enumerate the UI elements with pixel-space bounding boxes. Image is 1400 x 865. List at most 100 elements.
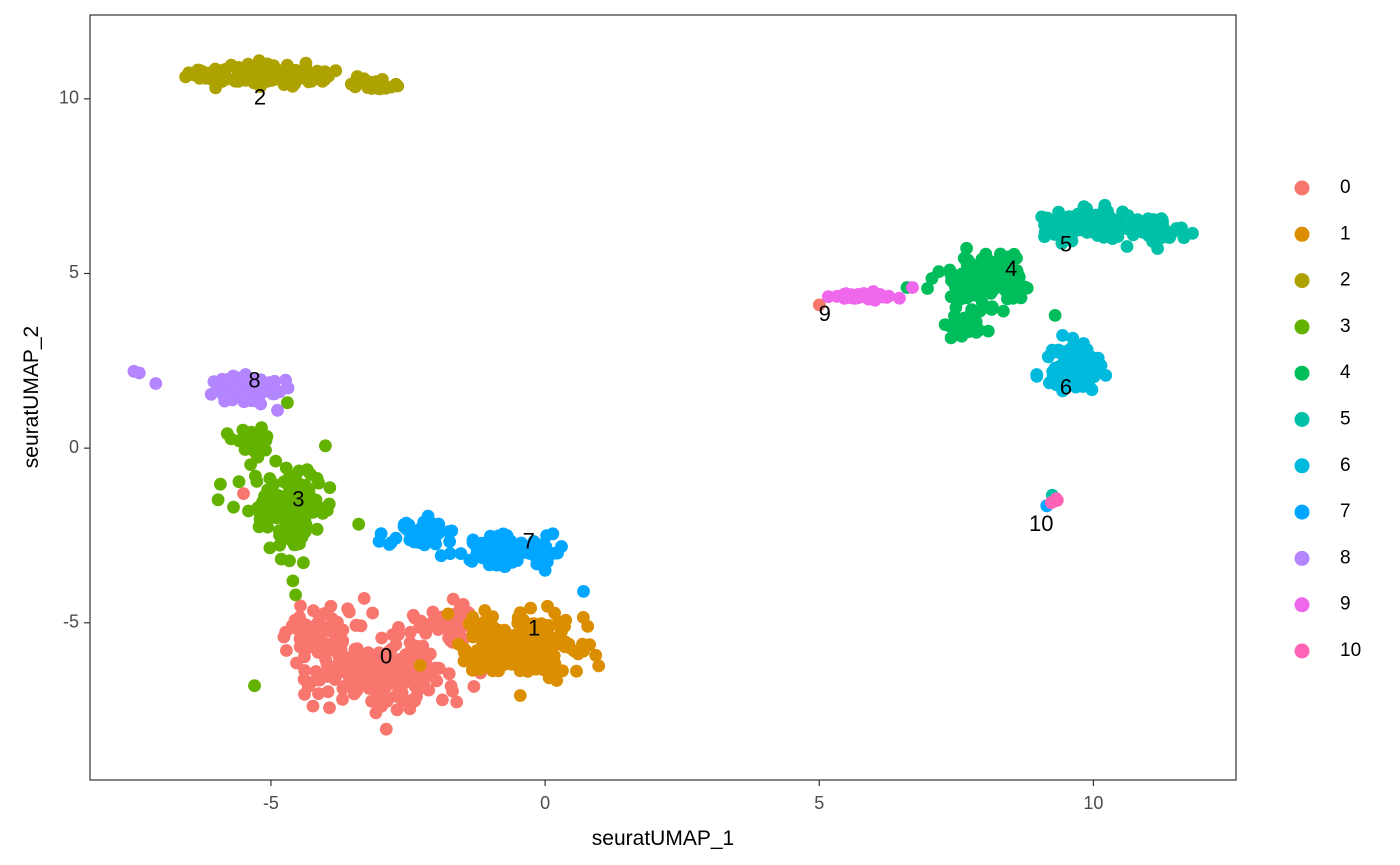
point-cluster-4 xyxy=(997,304,1010,318)
point-cluster-6 xyxy=(1099,369,1113,382)
point-cluster-3 xyxy=(286,574,300,588)
point-cluster-8 xyxy=(149,377,163,390)
point-cluster-7 xyxy=(483,529,497,543)
point-cluster-0 xyxy=(350,658,364,672)
point-cluster-9 xyxy=(906,281,919,294)
point-cluster-9 xyxy=(893,291,906,305)
point-cluster-1 xyxy=(592,659,606,673)
series-10-points xyxy=(1044,492,1064,510)
point-cluster-3 xyxy=(249,469,262,483)
legend-item-7: 7 xyxy=(1294,501,1351,522)
point-cluster-0 xyxy=(277,630,291,644)
y-axis-title: seuratUMAP_2 xyxy=(20,326,43,468)
series-2-points xyxy=(179,54,405,96)
legend-item-10: 10 xyxy=(1294,640,1361,661)
point-cluster-1 xyxy=(570,664,583,678)
point-cluster-4 xyxy=(921,282,934,295)
panel-border xyxy=(89,14,1237,781)
point-cluster-0 xyxy=(306,699,320,713)
point-cluster-0 xyxy=(410,639,423,653)
point-cluster-5 xyxy=(1151,242,1164,255)
point-cluster-1 xyxy=(413,659,427,672)
x-axis: -5 0 5 10 xyxy=(263,780,1103,813)
point-cluster-2 xyxy=(302,75,316,89)
legend-item-3: 3 xyxy=(1294,316,1351,337)
point-cluster-1 xyxy=(576,637,589,651)
series-8-points xyxy=(127,364,295,417)
point-cluster-3 xyxy=(297,556,310,570)
point-cluster-7 xyxy=(454,547,468,560)
point-cluster-6 xyxy=(1030,369,1044,383)
point-cluster-0 xyxy=(467,680,481,693)
legend-label: 7 xyxy=(1340,501,1351,522)
series-0-points xyxy=(237,298,826,736)
point-cluster-1 xyxy=(478,604,492,617)
point-cluster-0 xyxy=(446,684,459,698)
point-cluster-4 xyxy=(942,319,956,333)
point-cluster-0 xyxy=(442,667,456,681)
point-cluster-4 xyxy=(990,281,1003,294)
point-cluster-6 xyxy=(1041,350,1055,364)
point-cluster-0 xyxy=(307,604,320,618)
point-cluster-4 xyxy=(944,290,958,304)
point-cluster-5 xyxy=(1065,234,1079,248)
cluster-label-8: 8 xyxy=(248,368,260,393)
point-cluster-9 xyxy=(862,292,875,306)
point-cluster-0 xyxy=(312,687,325,700)
series-4-points xyxy=(900,241,1062,345)
legend-key xyxy=(1294,550,1310,566)
point-cluster-7 xyxy=(538,564,552,577)
point-cluster-9 xyxy=(836,289,850,302)
point-cluster-5 xyxy=(1087,219,1101,233)
point-cluster-3 xyxy=(287,489,301,503)
point-cluster-1 xyxy=(484,657,498,670)
point-cluster-0 xyxy=(413,620,427,634)
point-cluster-4 xyxy=(951,326,965,339)
legend-key xyxy=(1294,597,1310,613)
legend-item-6: 6 xyxy=(1294,455,1351,476)
point-cluster-3 xyxy=(292,464,306,478)
point-cluster-2 xyxy=(385,80,398,94)
point-cluster-4 xyxy=(960,272,974,285)
series-6-points xyxy=(1030,329,1113,398)
point-cluster-3 xyxy=(272,499,286,512)
point-cluster-7 xyxy=(476,551,489,565)
point-cluster-0 xyxy=(301,680,315,693)
data-points xyxy=(127,54,1199,736)
point-cluster-3 xyxy=(211,493,225,507)
x-tick-label: -5 xyxy=(263,793,279,813)
point-cluster-3 xyxy=(259,433,273,447)
point-cluster-5 xyxy=(1101,204,1114,218)
point-cluster-4 xyxy=(993,259,1007,273)
point-cluster-0 xyxy=(373,677,386,690)
y-tick-label: 0 xyxy=(69,437,79,457)
point-cluster-0 xyxy=(409,674,423,688)
legend-key xyxy=(1294,643,1310,659)
x-tick-label: 5 xyxy=(814,793,824,813)
series-1-points xyxy=(413,599,606,702)
point-cluster-2 xyxy=(234,63,247,77)
point-cluster-3 xyxy=(323,481,337,494)
point-cluster-7 xyxy=(374,527,388,540)
point-cluster-3 xyxy=(281,396,294,410)
legend-item-4: 4 xyxy=(1294,362,1351,383)
point-cluster-4 xyxy=(945,274,958,287)
point-cluster-0 xyxy=(429,661,443,675)
point-cluster-8 xyxy=(266,385,279,398)
point-cluster-0 xyxy=(456,598,470,611)
point-cluster-6 xyxy=(1059,380,1072,394)
point-cluster-4 xyxy=(932,265,946,279)
point-cluster-1 xyxy=(486,641,500,654)
point-cluster-0 xyxy=(430,674,444,688)
point-cluster-2 xyxy=(349,77,362,91)
point-cluster-0 xyxy=(410,690,423,703)
legend-label: 4 xyxy=(1340,362,1351,383)
point-cluster-1 xyxy=(499,645,513,658)
legend-label: 6 xyxy=(1340,455,1351,476)
point-cluster-8 xyxy=(226,369,240,383)
point-cluster-9 xyxy=(877,290,891,304)
point-cluster-5 xyxy=(1186,226,1199,240)
legend-key xyxy=(1294,319,1310,335)
point-cluster-8 xyxy=(271,403,284,417)
cluster-label-6: 6 xyxy=(1060,375,1072,400)
